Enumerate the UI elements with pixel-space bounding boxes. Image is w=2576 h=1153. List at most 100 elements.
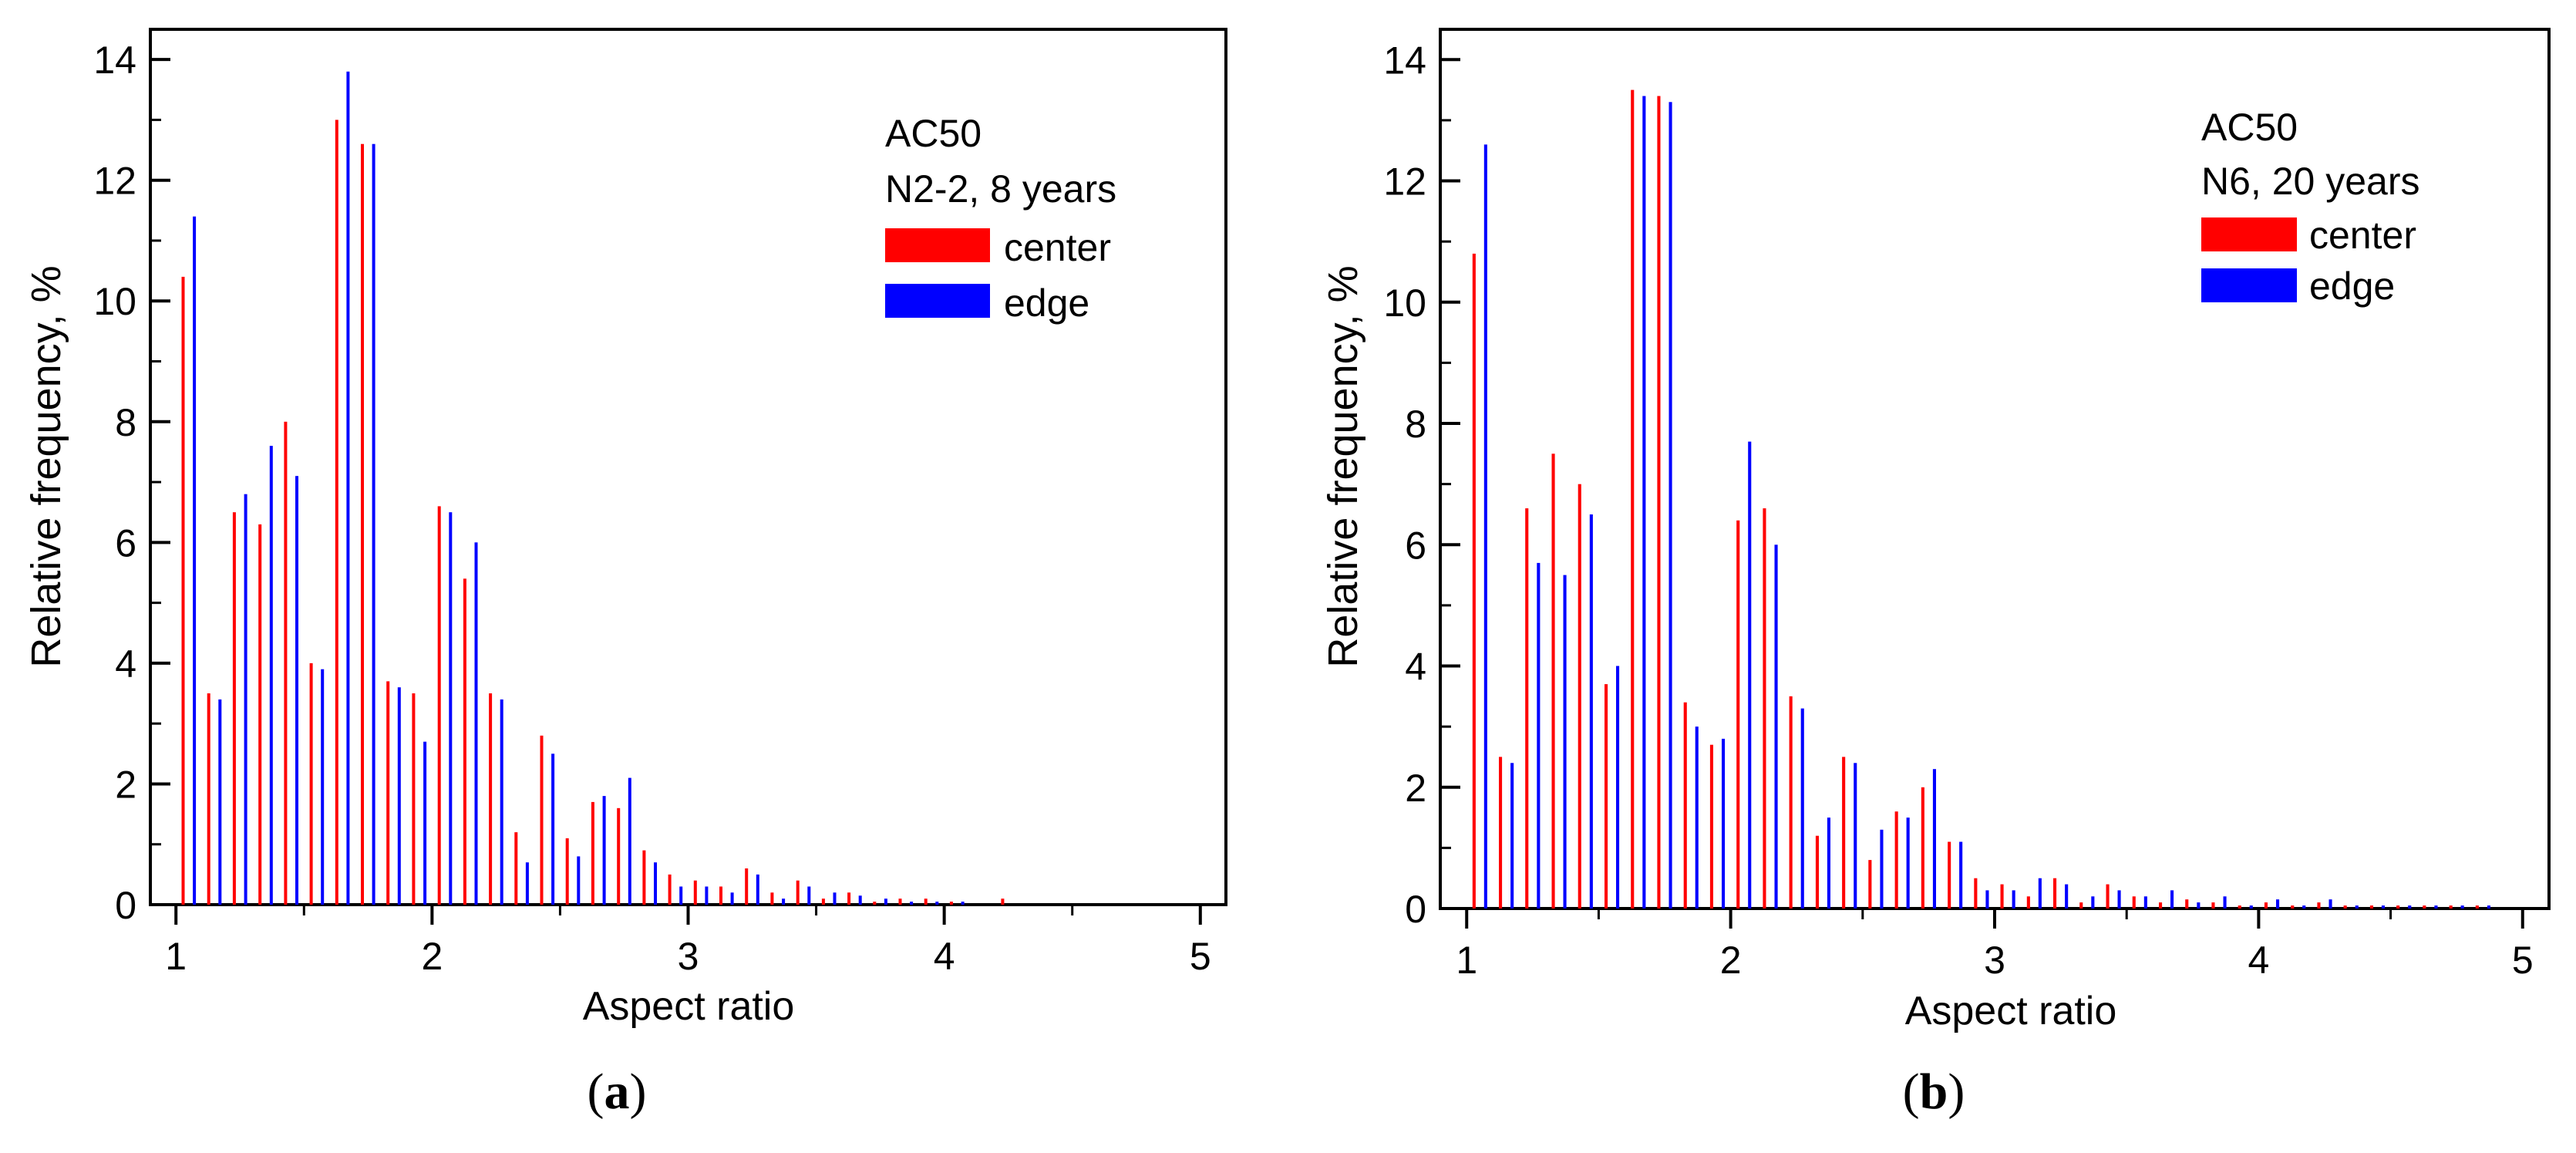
bar-center-16 [1894, 811, 1898, 909]
bar-center-3 [1551, 453, 1555, 909]
bar-edge-21 [730, 892, 734, 905]
bar-edge-11 [474, 542, 478, 905]
y-tick-label-8: 8 [1405, 403, 1426, 446]
bar-center-24 [2106, 884, 2110, 909]
bar-center-17 [617, 807, 621, 905]
bar-edge-18 [1959, 841, 1963, 909]
y-tick-label-14: 14 [93, 39, 136, 82]
bar-edge-16 [1906, 818, 1910, 909]
bar-edge-10 [1748, 441, 1752, 909]
bar-center-5 [1605, 684, 1608, 909]
bar-center-13 [1815, 835, 1819, 909]
bar-center-20 [2000, 884, 2004, 909]
bar-edge-20 [2012, 890, 2015, 909]
bar-center-10 [437, 506, 441, 905]
bar-edge-14 [1854, 763, 1857, 909]
bar-center-2 [232, 512, 236, 905]
bar-edge-24 [2117, 890, 2121, 909]
x-tick-label-1: 1 [165, 935, 187, 978]
legend: AC50 N2-2, 8 years center edge [885, 112, 1116, 325]
bar-center-11 [1763, 508, 1766, 909]
bar-edge-23 [2091, 896, 2095, 909]
y-tick-label-12: 12 [1383, 160, 1426, 204]
legend-label-center: center [1004, 226, 1111, 269]
bar-edge-25 [833, 892, 837, 905]
legend-label-center: center [2309, 214, 2416, 257]
bar-edge-12 [1800, 708, 1804, 909]
bars-group [1472, 89, 2490, 909]
bar-center-17 [1921, 787, 1924, 909]
x-tick-label-4: 4 [934, 935, 955, 978]
bar-edge-37 [2460, 905, 2464, 909]
x-tick-label-2: 2 [1720, 939, 1742, 982]
bar-edge-29 [2249, 905, 2253, 909]
bar-edge-10 [449, 512, 453, 905]
bar-edge-16 [602, 796, 606, 905]
bar-edge-5 [321, 669, 325, 905]
legend-swatch-edge [2201, 268, 2297, 302]
bar-center-8 [386, 681, 390, 905]
legend-swatch-center [885, 228, 990, 262]
y-tick-label-0: 0 [115, 884, 136, 927]
bar-center-24 [796, 880, 800, 905]
bar-edge-22 [2065, 884, 2069, 909]
bar-edge-7 [372, 143, 375, 905]
bar-center-4 [284, 421, 288, 905]
legend-swatch-center [2201, 217, 2297, 251]
bar-center-9 [412, 693, 416, 905]
bar-edge-18 [654, 862, 657, 905]
panel-caption-a: (a) [587, 1064, 647, 1120]
bar-edge-1 [218, 699, 222, 905]
bar-center-33 [2343, 905, 2347, 909]
bar-edge-17 [628, 777, 631, 905]
x-tick-label-5: 5 [2512, 939, 2534, 982]
bar-edge-15 [1880, 829, 1884, 909]
y-axis-label: Relative frequency, % [1320, 265, 1366, 667]
bar-center-12 [489, 693, 493, 905]
y-tick-label-10: 10 [1383, 282, 1426, 325]
bar-edge-14 [551, 753, 555, 905]
bar-edge-36 [2434, 905, 2438, 909]
legend-swatch-edge [885, 284, 990, 318]
bar-edge-17 [1932, 769, 1936, 909]
bar-edge-6 [1642, 96, 1646, 909]
bar-edge-19 [1985, 890, 1989, 909]
x-axis-label: Aspect ratio [1905, 989, 2117, 1033]
y-axis-label: Relative frequency, % [23, 265, 69, 667]
bar-center-11 [463, 578, 466, 905]
bar-edge-30 [2276, 899, 2280, 909]
bars-group [181, 71, 1005, 905]
bar-center-28 [898, 898, 902, 905]
bar-edge-4 [295, 476, 298, 905]
bar-edge-19 [679, 886, 683, 905]
bar-center-32 [2317, 902, 2321, 909]
bar-center-28 [2211, 902, 2215, 909]
bar-center-5 [309, 662, 313, 905]
bar-center-14 [540, 735, 544, 905]
bar-center-37 [2449, 905, 2453, 909]
x-axis-label: Aspect ratio [583, 984, 795, 1029]
bar-center-36 [2423, 905, 2426, 909]
bar-center-22 [745, 868, 749, 905]
bar-center-0 [1472, 253, 1476, 909]
bar-center-15 [565, 838, 569, 905]
bar-center-8 [1683, 702, 1687, 909]
bar-center-26 [847, 892, 851, 905]
legend: AC50 N6, 20 years center edge [2201, 106, 2419, 308]
bar-center-21 [2026, 896, 2030, 909]
bar-edge-34 [2381, 905, 2385, 909]
bar-center-20 [693, 880, 697, 905]
bar-center-21 [719, 886, 722, 905]
bar-center-29 [2238, 905, 2241, 909]
bar-edge-2 [244, 494, 247, 905]
bar-edge-8 [1695, 727, 1699, 909]
bar-center-10 [1736, 520, 1740, 909]
bar-center-30 [949, 902, 953, 905]
bar-center-22 [2053, 878, 2057, 909]
bar-center-15 [1868, 860, 1872, 909]
bar-center-35 [2396, 905, 2400, 909]
bar-center-30 [2264, 902, 2268, 909]
y-tick-label-10: 10 [93, 280, 136, 323]
bar-edge-23 [782, 898, 786, 905]
x-tick-label-5: 5 [1190, 935, 1211, 978]
